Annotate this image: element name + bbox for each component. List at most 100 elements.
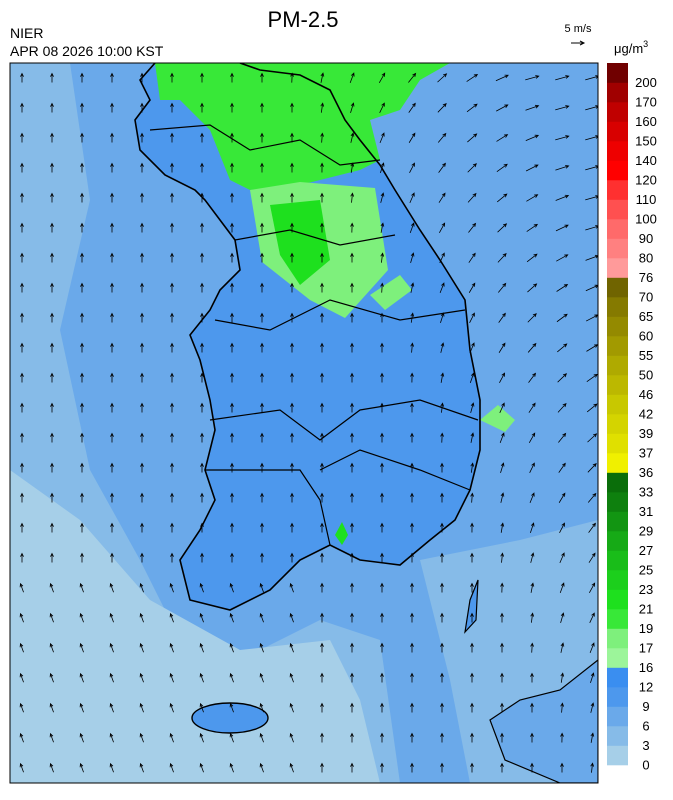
- agency: NIER: [10, 25, 43, 41]
- wind-arrow: [380, 552, 384, 563]
- wind-arrow: [50, 192, 54, 203]
- wind-arrow: [320, 762, 324, 773]
- wind-arrow: [589, 612, 595, 624]
- wind-arrow: [140, 432, 144, 443]
- wind-arrow: [469, 342, 475, 354]
- legend-label: 90: [639, 231, 653, 246]
- wind-arrow: [439, 282, 445, 294]
- wind-arrow: [109, 762, 114, 773]
- wind-arrow: [79, 672, 84, 683]
- wind-arrow: [20, 552, 24, 563]
- wind-arrow: [438, 162, 446, 173]
- wind-arrow: [79, 762, 84, 773]
- wind-arrow: [410, 762, 414, 773]
- legend-label: 200: [635, 75, 657, 90]
- wind-arrow: [259, 762, 264, 773]
- unit-superscript: 3: [643, 39, 648, 49]
- wind-arrow: [380, 492, 384, 503]
- wind-arrow: [290, 252, 294, 263]
- wind-arrow: [350, 102, 355, 113]
- wind-arrow: [555, 194, 570, 201]
- high-pm-ulsan: [480, 405, 515, 432]
- wind-arrow: [290, 432, 294, 443]
- wind-arrow: [260, 72, 264, 83]
- wind-arrow: [170, 552, 174, 563]
- wind-arrow: [80, 192, 84, 203]
- wind-arrow: [320, 582, 324, 593]
- wind-arrow: [230, 372, 234, 383]
- legend-label: 31: [639, 504, 653, 519]
- wind-arrow: [80, 432, 84, 443]
- wind-arrow: [557, 343, 568, 353]
- wind-arrow: [530, 642, 534, 653]
- legend-label: 140: [635, 153, 657, 168]
- wind-arrow: [170, 252, 174, 263]
- wind-scale-arrow: [571, 40, 586, 46]
- wind-arrow: [259, 582, 264, 593]
- wind-arrow: [260, 222, 264, 233]
- legend-label: 16: [639, 660, 653, 675]
- wind-arrow: [498, 282, 507, 293]
- wind-arrow: [259, 672, 264, 683]
- wind-arrow: [170, 342, 174, 353]
- wind-arrow: [586, 403, 598, 413]
- wind-arrow: [590, 732, 595, 743]
- legend-label: 80: [639, 251, 653, 266]
- wind-arrow: [260, 252, 264, 263]
- wind-arrow: [500, 642, 504, 653]
- wind-arrow: [380, 762, 384, 773]
- legend-swatch: [607, 394, 628, 415]
- wind-arrow: [260, 192, 264, 203]
- wind-arrow: [408, 102, 416, 113]
- wind-arrow: [379, 162, 385, 173]
- wind-arrow: [467, 163, 477, 173]
- wind-arrow: [199, 612, 204, 623]
- legend-swatch: [607, 336, 628, 356]
- wind-arrow: [50, 462, 54, 473]
- wind-arrow: [380, 192, 385, 203]
- legend-label: 23: [639, 582, 653, 597]
- legend-swatch: [607, 199, 628, 220]
- wind-arrow: [410, 612, 414, 623]
- wind-arrow: [200, 252, 204, 263]
- wind-arrow: [50, 522, 54, 533]
- legend-swatch: [607, 706, 628, 727]
- japan-coast: [489, 659, 598, 783]
- wind-arrow: [110, 342, 114, 353]
- wind-arrow: [79, 612, 84, 623]
- wind-arrow: [199, 582, 204, 593]
- wind-arrow: [586, 373, 598, 382]
- island: [464, 579, 479, 634]
- wind-arrow: [320, 282, 324, 293]
- wind-arrow: [200, 192, 204, 203]
- wind-arrow: [290, 492, 294, 503]
- colorbar: 0369121617192123252729313336373942465055…: [607, 63, 657, 773]
- legend-swatch: [607, 141, 628, 161]
- wind-arrow: [20, 72, 24, 83]
- wind-arrow: [260, 162, 264, 173]
- legend-swatch: [607, 628, 628, 649]
- wind-arrow: [170, 102, 174, 113]
- wind-arrow: [587, 433, 598, 443]
- wind-arrow: [555, 224, 569, 232]
- legend-swatch: [607, 589, 628, 610]
- wind-arrow: [230, 102, 234, 113]
- wind-arrow: [437, 132, 447, 143]
- wind-arrow: [80, 222, 84, 233]
- wind-arrow: [80, 252, 84, 263]
- wind-arrow: [140, 192, 144, 203]
- wind-arrow: [530, 672, 534, 683]
- wind-arrow: [200, 552, 204, 563]
- wind-arrow: [170, 162, 174, 173]
- wind-arrow: [140, 402, 144, 413]
- wind-arrow: [320, 402, 324, 413]
- wind-arrow: [109, 612, 114, 623]
- wind-arrow: [50, 372, 54, 383]
- wind-arrow: [290, 402, 294, 413]
- wind-arrow: [229, 612, 234, 623]
- wind-arrow: [290, 132, 294, 143]
- wind-arrow: [528, 372, 537, 383]
- high-pm-south: [335, 522, 348, 545]
- legend-swatch: [607, 375, 628, 395]
- wind-arrow: [380, 732, 384, 743]
